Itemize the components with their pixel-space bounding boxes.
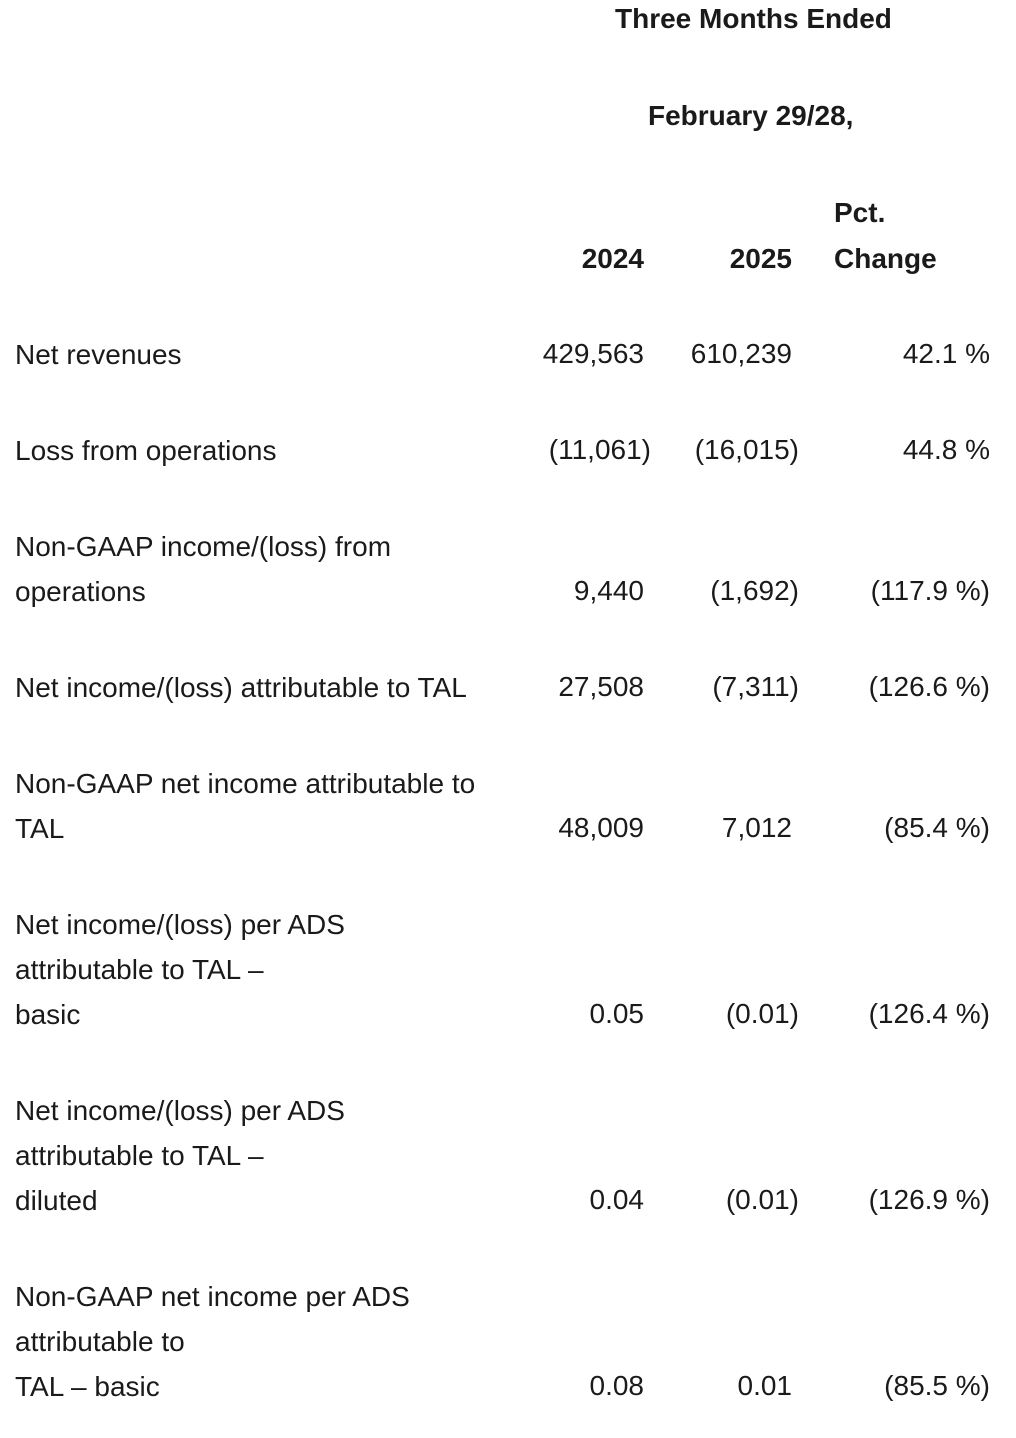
row-label-non-gaap-net-income-line2: TAL	[15, 813, 65, 844]
non-gaap-income-from-operations-2025: (1,692)	[710, 575, 799, 606]
row-label-eps-diluted-line1: Net income/(loss) per ADS	[15, 1095, 345, 1126]
net-revenues-pct: 42.1 %	[902, 338, 990, 369]
loss-from-operations-2025: (16,015)	[694, 434, 799, 465]
row-label-net-revenues: Net revenues	[15, 339, 182, 370]
eps-diluted-pct: (126.9 %)	[868, 1184, 990, 1215]
row-label-loss-from-operations: Loss from operations	[15, 435, 277, 466]
year-2025-header: 2025	[729, 243, 792, 274]
row-label-non-gaap-eps-basic-line2: attributable to	[15, 1326, 185, 1357]
non-gaap-income-from-operations-pct: (117.9 %)	[870, 575, 990, 606]
eps-diluted-2024: 0.04	[589, 1184, 645, 1215]
row-label-eps-basic-line3: basic	[15, 999, 81, 1030]
row-label-non-gaap-income-from-operations-line1: Non-GAAP income/(loss) from	[15, 531, 392, 562]
non-gaap-eps-basic-pct: (85.5 %)	[884, 1370, 990, 1401]
row-label-eps-diluted-line2: attributable to TAL –	[15, 1140, 264, 1171]
period-title: Three Months Ended	[615, 3, 892, 34]
loss-from-operations-pct: 44.8 %	[902, 434, 990, 465]
row-label-non-gaap-net-income-line1: Non-GAAP net income attributable to	[15, 768, 476, 799]
row-label-eps-basic-line2: attributable to TAL –	[15, 954, 264, 985]
non-gaap-income-from-operations-2024: 9,440	[573, 575, 644, 606]
non-gaap-net-income-2025: 7,012	[721, 812, 792, 843]
net-revenues-2024: 429,563	[542, 338, 644, 369]
net-income-attributable-2025: (7,311)	[712, 671, 799, 702]
loss-from-operations-2024: (11,061)	[548, 434, 651, 465]
pct-change-header-line1: Pct.	[834, 197, 886, 228]
net-revenues-2025: 610,239	[690, 338, 792, 369]
eps-basic-2025: (0.01)	[725, 998, 799, 1029]
eps-basic-pct: (126.4 %)	[868, 998, 990, 1029]
net-income-attributable-2024: 27,508	[558, 671, 644, 702]
net-income-attributable-pct: (126.6 %)	[868, 671, 990, 702]
period-date: February 29/28,	[648, 100, 854, 131]
eps-basic-2024: 0.05	[589, 998, 645, 1029]
non-gaap-eps-basic-2024: 0.08	[589, 1370, 645, 1401]
non-gaap-net-income-pct: (85.4 %)	[884, 812, 990, 843]
non-gaap-net-income-2024: 48,009	[558, 812, 644, 843]
row-label-non-gaap-income-from-operations-line2: operations	[15, 576, 146, 607]
eps-diluted-2025: (0.01)	[725, 1184, 799, 1215]
row-label-net-income-attributable: Net income/(loss) attributable to TAL	[15, 672, 467, 703]
row-label-eps-basic-line1: Net income/(loss) per ADS	[15, 909, 345, 940]
pct-change-header-line2: Change	[834, 243, 937, 274]
non-gaap-eps-basic-2025: 0.01	[737, 1370, 793, 1401]
row-label-eps-diluted-line3: diluted	[15, 1185, 98, 1216]
year-2024-header: 2024	[581, 243, 644, 274]
row-label-non-gaap-eps-basic-line3: TAL – basic	[15, 1371, 160, 1402]
row-label-non-gaap-eps-basic-line1: Non-GAAP net income per ADS	[15, 1281, 410, 1312]
